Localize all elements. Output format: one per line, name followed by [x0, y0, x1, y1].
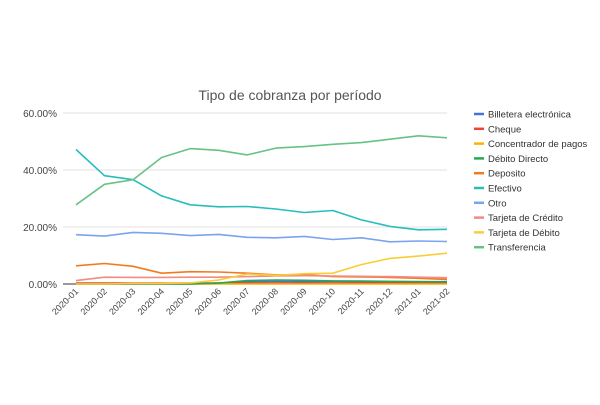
x-tick-label: 2021-02 [421, 286, 451, 316]
legend-label: Transferencia [488, 243, 546, 254]
legend-label: Tarjeta de Débito [488, 228, 560, 239]
y-tick-label: 60.00% [23, 109, 57, 120]
series-line-tarjeta-de-credito [75, 274, 448, 282]
legend-label: Débito Directo [488, 154, 548, 165]
x-tick-label: 2020-11 [336, 286, 366, 316]
x-tick-label: 2020-05 [164, 286, 194, 316]
x-tick-label: 2020-06 [193, 286, 223, 316]
x-tick-label: 2020-08 [250, 286, 280, 316]
series-line-tarjeta-de-debito [76, 252, 448, 285]
x-tick-label: 2021-01 [392, 286, 422, 316]
gridlines [63, 112, 447, 228]
y-tick-label: 0.00% [29, 280, 57, 291]
x-tick-label: 2020-10 [307, 286, 337, 316]
series-line-transferencia [75, 135, 448, 206]
y-tick-label: 40.00% [23, 166, 57, 177]
x-tick-label: 2020-04 [136, 286, 166, 316]
x-tick-label: 2020-02 [79, 286, 109, 316]
legend-label: Concentrador de pagos [488, 139, 588, 150]
legend-label: Tarjeta de Crédito [488, 213, 563, 224]
chart-title: Tipo de cobranza por período [198, 87, 381, 103]
series-line-efectivo [75, 148, 448, 231]
legend-label: Deposito [488, 169, 526, 180]
legend-label: Otro [488, 198, 506, 209]
series-line-otro [75, 231, 448, 243]
x-tick-label: 2020-12 [364, 286, 394, 316]
series-lines [75, 135, 448, 285]
x-tick-label: 2020-07 [221, 286, 251, 316]
legend-label: Cheque [488, 124, 521, 135]
x-tick-label: 2020-09 [278, 286, 308, 316]
y-tick-label: 20.00% [23, 223, 57, 234]
legend-label: Billetera electrónica [488, 110, 572, 121]
x-tick-label: 2020-03 [107, 286, 137, 316]
legend: Billetera electrónica Cheque Concentrador … [474, 110, 588, 254]
legend-label: Efectivo [488, 184, 522, 195]
